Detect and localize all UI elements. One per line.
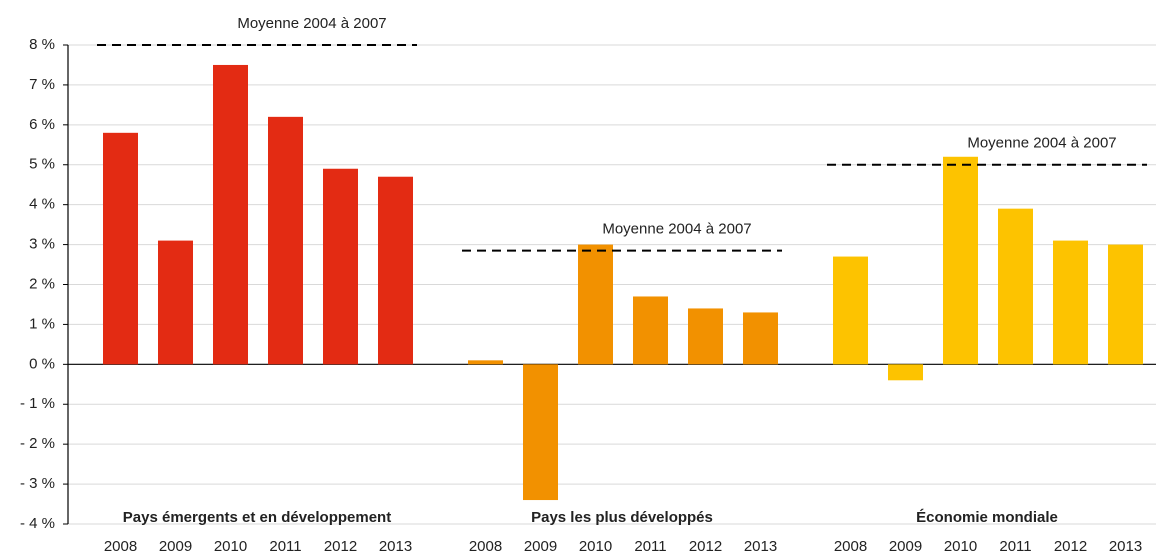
x-tick-label: 2008 <box>834 538 867 555</box>
x-tick-label: 2008 <box>104 538 137 555</box>
bar <box>468 360 503 365</box>
bar <box>998 208 1033 365</box>
y-tick-label: 4 % <box>29 196 55 213</box>
x-tick-label: 2012 <box>324 538 357 555</box>
x-tick-label: 2011 <box>269 538 301 555</box>
y-tick-label: 8 % <box>29 36 55 53</box>
y-tick-label: - 3 % <box>20 475 55 492</box>
bar <box>688 308 723 365</box>
y-tick-label: 2 % <box>29 275 55 292</box>
bar <box>1108 244 1143 365</box>
reference-label: Moyenne 2004 à 2007 <box>967 135 1116 152</box>
bar <box>743 312 778 365</box>
x-tick-label: 2012 <box>689 538 722 555</box>
x-tick-label: 2012 <box>1054 538 1087 555</box>
x-tick-label: 2010 <box>579 538 612 555</box>
group-label: Pays les plus développés <box>531 509 713 526</box>
y-tick-label: 6 % <box>29 116 55 133</box>
x-tick-label: 2008 <box>469 538 502 555</box>
x-tick-label: 2009 <box>524 538 557 555</box>
y-tick-label: 1 % <box>29 315 55 332</box>
x-tick-label: 2009 <box>889 538 922 555</box>
x-tick-label: 2011 <box>634 538 666 555</box>
bar <box>633 296 668 365</box>
x-tick-label: 2009 <box>159 538 192 555</box>
x-tick-label: 2010 <box>944 538 977 555</box>
reference-label: Moyenne 2004 à 2007 <box>237 15 386 32</box>
y-tick-label: - 1 % <box>20 395 55 412</box>
bar <box>213 64 248 365</box>
y-tick-label: - 2 % <box>20 435 55 452</box>
bar <box>833 256 868 365</box>
y-tick-label: - 4 % <box>20 515 55 532</box>
bar <box>378 176 413 365</box>
x-tick-label: 2013 <box>1109 538 1142 555</box>
y-tick-label: 0 % <box>29 355 55 372</box>
bar <box>523 364 558 501</box>
bar <box>103 132 138 365</box>
y-tick-label: 7 % <box>29 76 55 93</box>
bar <box>1053 240 1088 365</box>
group-label: Pays émergents et en développement <box>123 509 391 526</box>
x-tick-label: 2013 <box>744 538 777 555</box>
bar <box>323 168 358 365</box>
y-tick-label: 3 % <box>29 236 55 253</box>
y-tick-label: 5 % <box>29 156 55 173</box>
x-tick-label: 2011 <box>999 538 1031 555</box>
bar <box>888 364 923 381</box>
bar <box>578 244 613 365</box>
bar <box>943 156 978 365</box>
group-label: Économie mondiale <box>916 509 1058 526</box>
bar <box>268 116 303 365</box>
x-tick-label: 2013 <box>379 538 412 555</box>
reference-label: Moyenne 2004 à 2007 <box>602 221 751 238</box>
bar <box>158 240 193 365</box>
x-tick-label: 2010 <box>214 538 247 555</box>
